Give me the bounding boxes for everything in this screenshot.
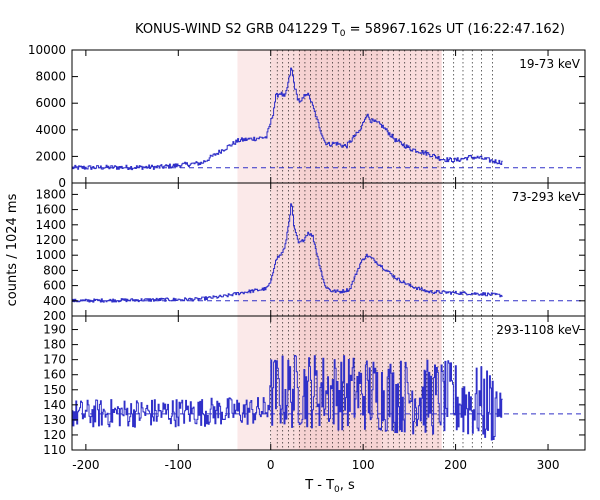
y-tick-label-1-2: 600 — [43, 279, 66, 293]
y-tick-label-0-4: 8000 — [35, 70, 66, 84]
y-tick-label-1-8: 1800 — [35, 187, 66, 201]
y-tick-label-2-8: 190 — [43, 323, 66, 337]
y-tick-label-1-6: 1400 — [35, 218, 66, 232]
panel-label-2: 293-1108 keV — [496, 323, 580, 337]
x-tick-label-4: 200 — [444, 458, 467, 472]
shaded-region-2 — [298, 50, 382, 450]
y-tick-label-1-5: 1200 — [35, 233, 66, 247]
y-tick-label-0-0: 0 — [58, 176, 66, 190]
chart-title: KONUS-WIND S2 GRB 041229 T0 = 58967.162s… — [135, 22, 565, 39]
light-curve-0 — [72, 67, 503, 171]
y-tick-label-0-2: 4000 — [35, 123, 66, 137]
x-tick-label-5: 300 — [537, 458, 560, 472]
y-tick-label-1-0: 200 — [43, 309, 66, 323]
title-rest: = 58967.162s UT (16:22:47.162) — [346, 22, 565, 37]
x-tick-label-2: 0 — [267, 458, 275, 472]
y-tick-label-2-2: 130 — [43, 413, 66, 427]
x-tick-label-3: 100 — [352, 458, 375, 472]
y-tick-label-1-4: 1000 — [35, 248, 66, 262]
panel-label-0: 19-73 keV — [519, 57, 581, 71]
y-axis-label: counts / 1024 ms — [5, 193, 20, 306]
y-tick-label-1-1: 400 — [43, 294, 66, 308]
title-subscript: 0 — [340, 29, 346, 39]
y-tick-label-2-7: 180 — [43, 338, 66, 352]
axis-ticks: 0200040006000800010000200400600800100012… — [28, 43, 585, 472]
y-tick-label-0-5: 10000 — [28, 43, 66, 57]
y-tick-label-1-3: 800 — [43, 263, 66, 277]
y-tick-label-2-6: 170 — [43, 353, 66, 367]
y-tick-label-2-1: 120 — [43, 428, 66, 442]
x-axis-label: T - T0, s — [304, 478, 355, 495]
y-tick-label-2-4: 150 — [43, 383, 66, 397]
y-tick-label-2-3: 140 — [43, 398, 66, 412]
light-curves — [72, 67, 503, 441]
light-curve-2 — [72, 355, 503, 441]
xlabel-rest: , s — [340, 478, 355, 493]
light-curve-1 — [72, 203, 503, 303]
y-tick-label-2-0: 110 — [43, 443, 66, 457]
x-tick-label-1: -100 — [165, 458, 192, 472]
y-tick-label-0-1: 2000 — [35, 149, 66, 163]
panel-frames: 19-73 keV 73-293 keV 293-1108 keV — [71, 49, 586, 451]
y-tick-label-2-5: 160 — [43, 368, 66, 382]
panel-frame-2 — [71, 315, 586, 451]
y-tick-label-1-7: 1600 — [35, 203, 66, 217]
y-tick-label-0-3: 6000 — [35, 96, 66, 110]
panel-label-1: 73-293 keV — [512, 190, 581, 204]
x-tick-label-0: -200 — [72, 458, 99, 472]
shaded-region-0 — [237, 50, 271, 450]
background-levels — [72, 167, 585, 415]
xlabel-subscript: 0 — [334, 485, 340, 495]
